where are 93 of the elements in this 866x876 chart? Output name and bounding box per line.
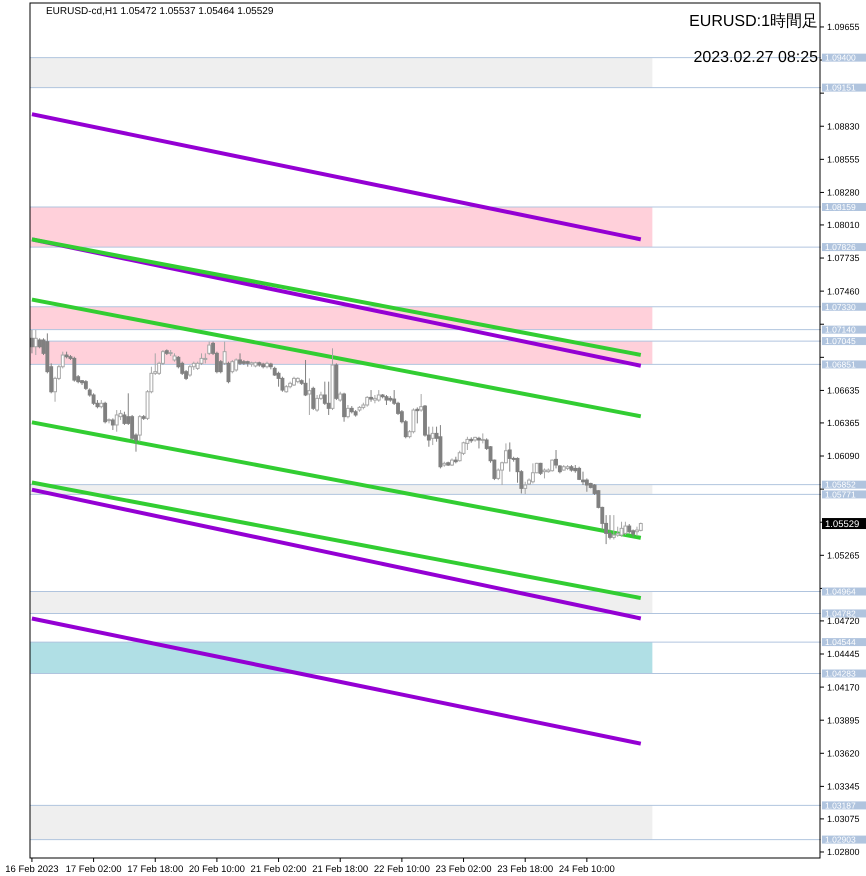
ref-line-label: 1.09400 [825, 52, 856, 63]
candlestick [623, 521, 628, 536]
x-tick-label: 16 Feb 2023 [5, 864, 59, 875]
x-tick-label: 24 Feb 10:00 [558, 864, 615, 875]
y-tick-label: 1.09655 [827, 22, 860, 32]
candlestick [581, 471, 585, 486]
candlestick [188, 364, 192, 378]
candlestick [230, 359, 234, 374]
candlestick [346, 404, 350, 419]
candlestick [627, 524, 632, 534]
y-tick-label: 1.08555 [827, 154, 860, 165]
candlestick [114, 410, 119, 432]
candlestick [419, 394, 424, 412]
candlestick [103, 401, 108, 424]
candlestick [430, 426, 435, 446]
ref-line-label: 1.05771 [825, 489, 856, 500]
y-tick-label: 1.06365 [827, 418, 860, 428]
candlestick [304, 359, 308, 397]
ref-line-label: 1.07826 [825, 242, 856, 252]
ref-line-label: 1.02903 [825, 834, 856, 845]
candlestick [92, 392, 96, 406]
x-tick-label: 20 Feb 10:00 [188, 864, 245, 875]
candlestick [608, 514, 612, 540]
candlestick [530, 462, 535, 484]
candlestick [342, 392, 346, 422]
candlestick [508, 442, 512, 472]
ref-line-label: 1.07045 [825, 336, 856, 346]
candlestick [365, 396, 370, 408]
y-tick-label: 1.03075 [827, 814, 860, 824]
y-tick-label: 1.05265 [827, 550, 860, 561]
ref-line-label: 1.09151 [825, 82, 856, 93]
y-tick-label: 1.08830 [827, 121, 860, 132]
candlestick [138, 414, 142, 442]
candlestick [612, 514, 616, 540]
y-tick-label: 1.02800 [827, 847, 860, 858]
x-tick-label: 17 Feb 18:00 [127, 864, 184, 875]
candlestick [315, 394, 320, 412]
candlestick [238, 352, 242, 366]
ref-line-label: 1.06851 [825, 359, 856, 370]
y-tick-label: 1.07735 [827, 253, 860, 264]
x-tick-label: 23 Feb 02:00 [436, 864, 492, 875]
candlestick [326, 381, 331, 416]
candlestick [292, 376, 296, 386]
ref-line-label: 1.04964 [825, 586, 856, 597]
y-tick-label: 1.06635 [827, 386, 860, 396]
candlestick [542, 468, 546, 479]
candlestick [550, 458, 554, 472]
ref-line-label: 1.08159 [825, 202, 856, 212]
y-tick-label: 1.03620 [827, 748, 860, 758]
candlestick [311, 386, 316, 411]
ref-line-label: 1.07330 [825, 302, 856, 312]
y-tick-label: 1.08010 [827, 220, 860, 230]
candlestick [338, 391, 342, 402]
candlestick [307, 378, 312, 416]
candlestick [384, 394, 388, 406]
y-tick-label: 1.07460 [827, 286, 860, 296]
y-tick-label: 1.04720 [827, 616, 860, 626]
x-tick-label: 23 Feb 18:00 [497, 864, 554, 875]
x-tick-label: 21 Feb 18:00 [312, 864, 368, 875]
candlestick [369, 390, 373, 402]
annotation: 2023.02.27 08:25 [693, 49, 818, 66]
annotation: EURUSD:1時間足 [689, 12, 818, 30]
candlestick [538, 462, 543, 476]
x-tick-label: 21 Feb 02:00 [250, 864, 307, 875]
y-tick-label: 1.08280 [827, 188, 860, 198]
candlestick [200, 352, 204, 366]
candlestick [635, 526, 639, 537]
candlestick [620, 521, 624, 538]
candlestick [222, 341, 227, 366]
x-tick-label: 22 Feb 10:00 [374, 864, 430, 875]
ref-line-label: 1.04283 [825, 668, 856, 678]
y-tick-label: 1.04170 [827, 682, 860, 692]
candlestick [523, 481, 528, 495]
ref-line-label: 1.03187 [825, 800, 856, 810]
candlestick [376, 390, 381, 402]
ref-line-label: 1.04544 [825, 637, 856, 648]
candlestick [72, 356, 76, 382]
candlestick [480, 432, 485, 444]
candlestick [226, 361, 230, 384]
ref-line-label: 1.04782 [825, 608, 856, 618]
y-tick-label: 1.03345 [827, 782, 860, 792]
y-tick-label: 1.04445 [827, 649, 860, 660]
candlestick [477, 436, 481, 449]
y-tick-label: 1.03895 [827, 715, 860, 726]
ref-line-label: 1.05852 [825, 480, 856, 490]
candlestick [577, 466, 582, 481]
candlestick [234, 358, 238, 372]
candlestick [110, 418, 115, 431]
x-tick-label: 17 Feb 02:00 [66, 864, 122, 875]
chart-title: EURUSD-cd,H1 1.05472 1.05537 1.05464 1.05529 [46, 6, 274, 17]
y-tick-label: 1.06090 [827, 451, 860, 462]
ref-line-label: 1.07140 [825, 324, 856, 335]
text: 1.05529 [825, 519, 860, 530]
